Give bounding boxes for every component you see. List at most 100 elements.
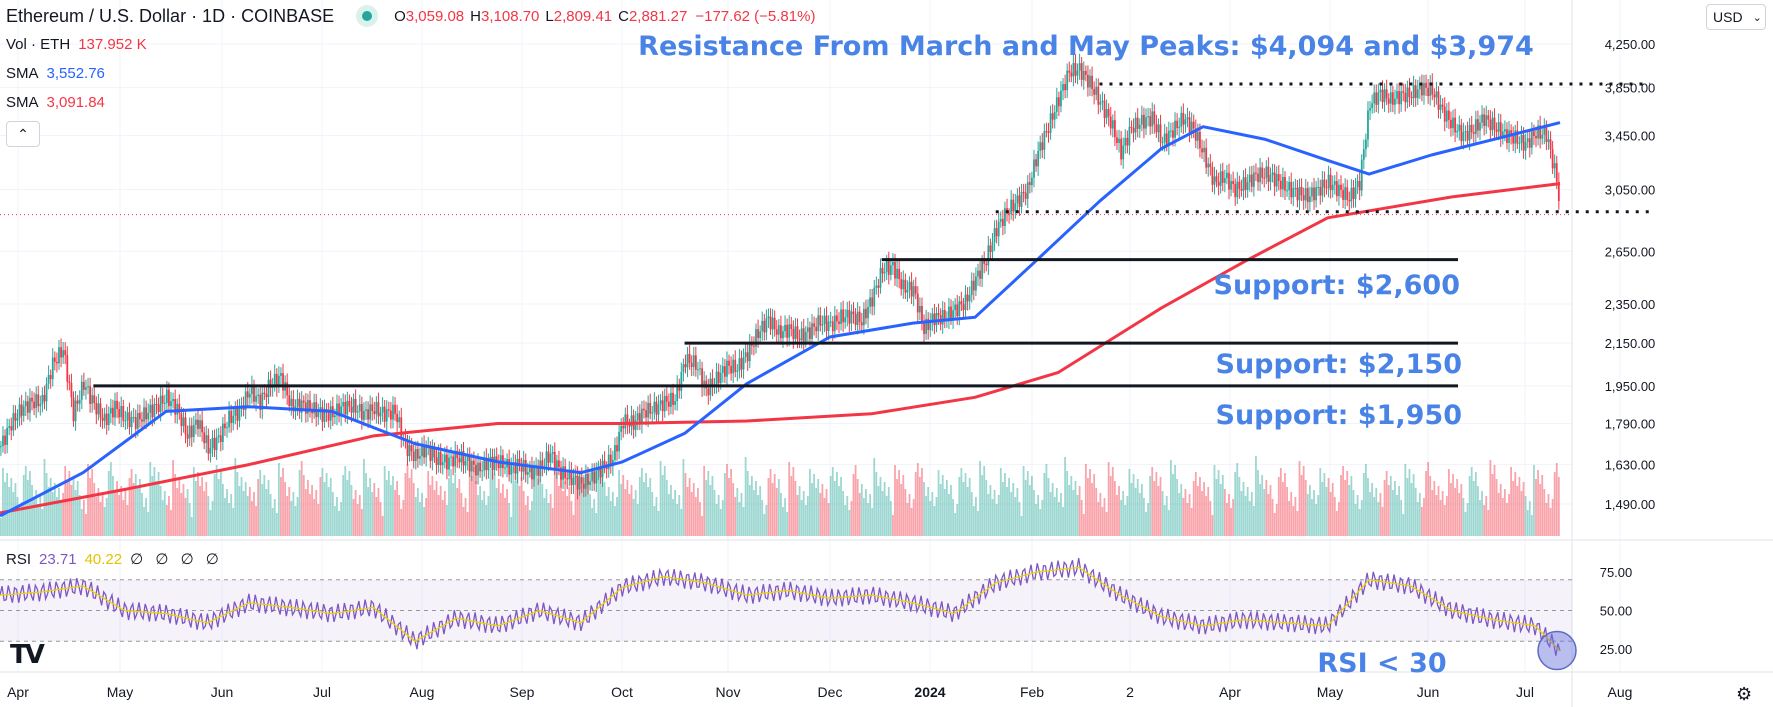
volume-bar xyxy=(423,507,425,536)
volume-bar xyxy=(553,458,556,536)
candle-body xyxy=(1396,91,1398,99)
volume-bar xyxy=(784,498,786,536)
price-tick-label: 1,790.00 xyxy=(1605,416,1656,431)
collapse-legend-button[interactable]: ⌃ xyxy=(6,121,40,147)
volume-bar xyxy=(70,485,73,536)
volume-bar xyxy=(230,494,233,536)
candle-body xyxy=(1338,184,1340,197)
volume-bar xyxy=(410,469,413,536)
volume-bar xyxy=(215,465,218,536)
sma-red-legend[interactable]: SMA 3,091.84 xyxy=(6,94,105,111)
candle-body xyxy=(918,306,921,313)
volume-bar xyxy=(1348,485,1351,536)
volume-bar xyxy=(74,490,77,536)
volume-bar xyxy=(734,497,737,536)
candle-body xyxy=(209,448,212,454)
candle-body xyxy=(234,408,237,416)
volume-bar xyxy=(1350,476,1353,536)
candle-body xyxy=(298,398,301,413)
volume-bar xyxy=(1157,486,1160,536)
candle-body xyxy=(1263,177,1266,179)
volume-bar xyxy=(213,474,216,536)
candle-body xyxy=(1232,181,1235,185)
candle-body xyxy=(1284,177,1286,191)
candle-body xyxy=(1346,187,1349,200)
volume-bar xyxy=(1066,471,1069,536)
volume-bar xyxy=(1097,502,1100,536)
candle-body xyxy=(416,448,419,459)
candle-body xyxy=(645,410,647,418)
candle-body xyxy=(551,451,554,454)
candle-body xyxy=(1084,70,1087,75)
volume-bar xyxy=(846,496,849,536)
volume-bar xyxy=(856,479,859,536)
gear-icon[interactable]: ⚙ xyxy=(1736,684,1753,704)
candle-body xyxy=(323,408,326,422)
volume-bar xyxy=(788,462,791,536)
candle-body xyxy=(321,407,324,422)
volume-bar xyxy=(1196,486,1199,536)
candle-body xyxy=(1265,166,1268,178)
rsi-legend[interactable]: RSI 23.71 40.22 ∅ ∅ ∅ ∅ xyxy=(6,551,223,568)
volume-bar xyxy=(1134,488,1137,536)
volume-bar xyxy=(1026,471,1029,536)
candle-body xyxy=(1128,126,1131,146)
candle-body xyxy=(497,461,500,469)
candle-body xyxy=(1157,124,1160,133)
candle-body xyxy=(4,435,6,445)
volume-bar xyxy=(1329,492,1332,536)
candle-body xyxy=(508,459,511,475)
candle-body xyxy=(1155,124,1158,133)
volume-bar xyxy=(852,474,855,536)
candle-body xyxy=(437,451,440,465)
sma-blue-legend[interactable]: SMA 3,552.76 xyxy=(6,65,105,82)
candle-body xyxy=(1402,91,1405,93)
volume-bar xyxy=(701,516,703,536)
candle-body xyxy=(1080,63,1083,80)
volume-bar xyxy=(723,473,726,536)
price-tick-label: 2,350.00 xyxy=(1605,297,1656,312)
candle-body xyxy=(1335,181,1338,197)
sma-red-line xyxy=(0,182,1561,515)
candle-body xyxy=(858,311,861,323)
candle-body xyxy=(1277,174,1280,181)
market-status-icon[interactable] xyxy=(356,5,379,27)
candle-body xyxy=(1501,131,1504,138)
volume-bar xyxy=(307,480,309,536)
candle-body xyxy=(1298,186,1301,201)
time-tick-label: May xyxy=(107,684,133,700)
candle-body xyxy=(1512,135,1515,144)
volume-bar xyxy=(1232,499,1235,536)
tradingview-logo-icon[interactable]: TV xyxy=(10,640,45,670)
volume-bar xyxy=(1215,479,1218,536)
candle-body xyxy=(1275,174,1278,187)
currency-button[interactable]: USD ⌄ xyxy=(1706,4,1766,30)
volume-bar xyxy=(1472,481,1475,536)
sma-blue-line xyxy=(0,121,1561,518)
volume-bar xyxy=(1244,496,1247,536)
candle-body xyxy=(775,329,778,335)
candle-body xyxy=(26,401,29,413)
symbol-title[interactable]: Ethereum / U.S. Dollar · 1D · COINBASE xyxy=(6,5,335,26)
volume-bar xyxy=(850,501,853,536)
candle-body xyxy=(553,451,556,470)
volume-bar xyxy=(381,516,384,536)
volume-bar xyxy=(869,494,872,536)
volume-bar xyxy=(738,502,741,536)
volume-bar xyxy=(836,472,838,536)
volume-bar xyxy=(887,487,890,536)
volume-bar xyxy=(763,514,766,536)
price-tick-label: 3,450.00 xyxy=(1605,129,1656,144)
price-tick-label: 1,950.00 xyxy=(1605,379,1656,394)
volume-bar xyxy=(39,495,42,536)
volume-bar xyxy=(697,488,699,536)
candle-body xyxy=(317,411,320,418)
volume-legend[interactable]: Vol · ETH 137.952 K xyxy=(6,36,147,53)
candle-body xyxy=(238,406,241,421)
candle-body xyxy=(1101,100,1104,102)
candle-body xyxy=(916,293,919,313)
volume-bar xyxy=(1286,487,1288,536)
candle-body xyxy=(342,402,345,407)
volume-bar xyxy=(686,487,689,536)
